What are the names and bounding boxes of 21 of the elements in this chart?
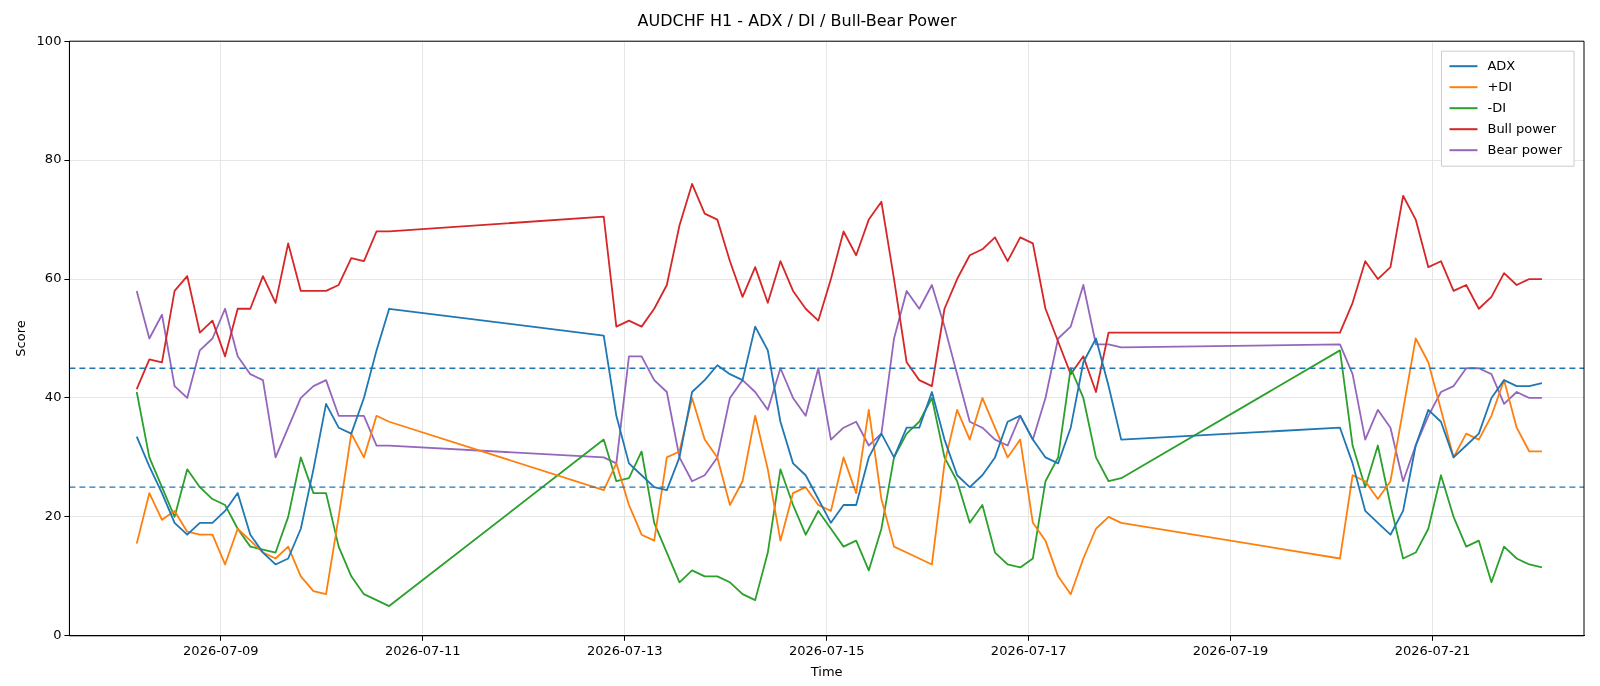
legend-label: -DI bbox=[1487, 99, 1507, 115]
legend-label: +DI bbox=[1487, 78, 1513, 94]
x-tick-label: 2026-07-13 bbox=[586, 642, 663, 658]
y-tick-label: 40 bbox=[44, 389, 62, 405]
x-axis-title: Time bbox=[809, 663, 843, 679]
x-tick-label: 2026-07-11 bbox=[385, 642, 461, 658]
y-tick-label: 20 bbox=[44, 508, 62, 524]
y-axis-title: Score bbox=[13, 320, 29, 357]
x-tick-label: 2026-07-19 bbox=[1192, 642, 1269, 658]
x-tick-label: 2026-07-15 bbox=[788, 642, 865, 658]
legend-label: Bear power bbox=[1487, 141, 1563, 157]
x-tick-label: 2026-07-09 bbox=[183, 642, 259, 658]
legend-label: Bull power bbox=[1487, 120, 1557, 136]
y-tick-label: 80 bbox=[44, 151, 62, 167]
y-tick-label: 0 bbox=[53, 627, 62, 643]
legend-label: ADX bbox=[1487, 57, 1516, 73]
y-tick-label: 100 bbox=[36, 32, 62, 48]
y-tick-label: 60 bbox=[44, 270, 62, 286]
x-tick-label: 2026-07-21 bbox=[1394, 642, 1471, 658]
x-tick-label: 2026-07-17 bbox=[990, 642, 1067, 658]
chart-title: AUDCHF H1 - ADX / DI / Bull-Bear Power bbox=[637, 10, 957, 30]
